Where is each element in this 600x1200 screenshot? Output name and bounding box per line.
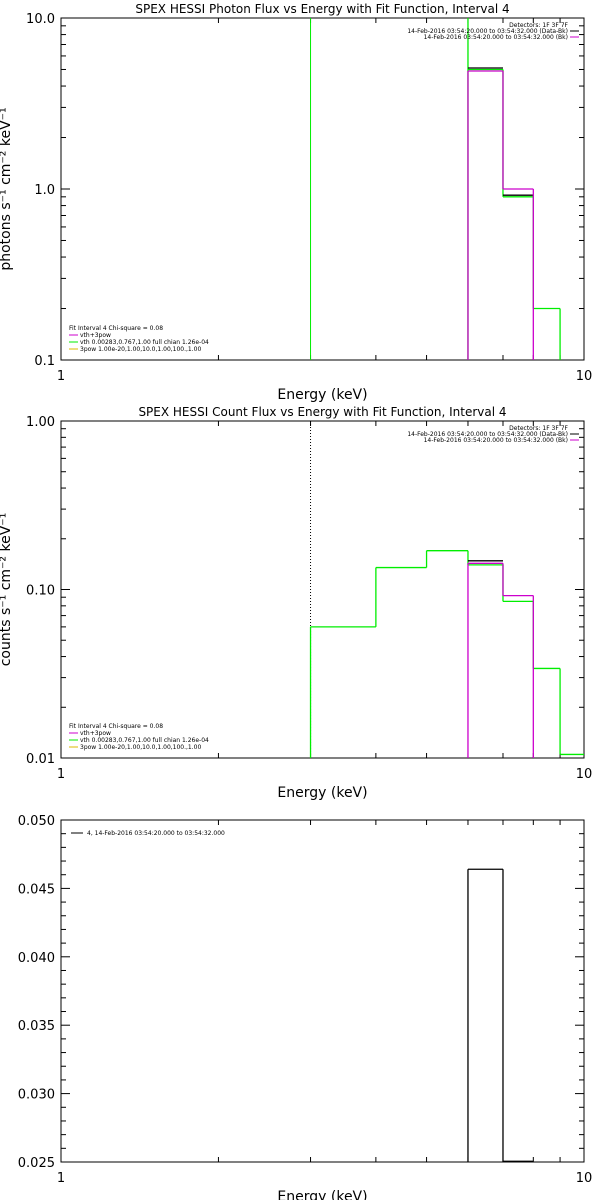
chart-title: SPEX HESSI Photon Flux vs Energy with Fi… <box>135 2 509 16</box>
legend-entry: 3pow 1.00e-20,1.00,10.0,1.00,100.,1.00 <box>80 744 201 751</box>
x-tick-label: 10 <box>576 767 593 782</box>
series-bk <box>467 562 534 758</box>
series-fit <box>309 550 584 758</box>
legend-entry: 3pow 1.00e-20,1.00,10.0,1.00,100.,1.00 <box>80 346 201 353</box>
y-tick-label: 0.050 <box>18 814 55 829</box>
chart-panel-1: 1 10 10.0 1.0 0.1 SPEX HESSI Photon Flux vs E… <box>0 2 592 403</box>
legend-entry: vth 0.00283,0.767,1.00 full chian 1.26e-… <box>80 339 209 346</box>
series-4-14-feb-2016-03-54-20-0 <box>467 868 534 1162</box>
legend-entry: 4, 14-Feb-2016 03:54:20.000 to 03:54:32.… <box>87 830 225 837</box>
legend-entry: 14-Feb-2016 03:54:20.000 to 03:54:32.000… <box>407 28 568 35</box>
y-tick-label: 0.035 <box>18 1019 55 1034</box>
y-tick-label: 1.0 <box>34 183 55 198</box>
legend-entry: Detectors: 1F 3F 7F <box>509 22 568 29</box>
y-tick-label: 0.10 <box>26 584 55 599</box>
series-data-bk <box>467 67 534 196</box>
legend-entry: Fit Interval 4 Chi-square = 0.08 <box>69 325 163 332</box>
y-tick-label: 1.00 <box>26 415 55 430</box>
y-tick-label: 0.01 <box>26 752 55 767</box>
legend-entry: vth+3pow <box>80 730 111 737</box>
x-tick-label: 1 <box>57 369 65 384</box>
legend-entry: 14-Feb-2016 03:54:20.000 to 03:54:32.000… <box>424 437 568 444</box>
y-axis-label: photons s⁻¹ cm⁻² keV⁻¹ <box>0 107 14 270</box>
y-axis-label: counts s⁻¹ cm⁻² keV⁻¹ <box>0 513 14 667</box>
y-tick-label: 0.030 <box>18 1088 55 1103</box>
plot-frame <box>60 819 585 1163</box>
x-axis-label: Energy (keV) <box>277 785 367 801</box>
x-tick-label: 10 <box>576 369 593 384</box>
chart-panel-3: 1 10 0.050 0.045 0.040 0.035 0.030 0.025 Energy … <box>18 814 592 1200</box>
legend-entry: vth+3pow <box>80 332 111 339</box>
chart-panel-2: 1 10 1.00 0.10 0.01 SPEX HESSI Count Flux vs … <box>0 405 592 801</box>
x-tick-label: 1 <box>57 1171 65 1186</box>
legend-entry: Fit Interval 4 Chi-square = 0.08 <box>69 723 163 730</box>
legend-entry: Detectors: 1F 3F 7F <box>509 425 568 432</box>
y-tick-label: 0.045 <box>18 882 55 897</box>
y-tick-label: 0.025 <box>18 1156 55 1171</box>
legend-entry: 14-Feb-2016 03:54:20.000 to 03:54:32.000… <box>424 34 568 41</box>
y-tick-label: 0.1 <box>34 354 55 369</box>
x-tick-label: 10 <box>576 1171 593 1186</box>
chart-title: SPEX HESSI Count Flux vs Energy with Fit… <box>138 405 506 419</box>
plot-frame <box>60 420 585 759</box>
x-axis-label: Energy (keV) <box>277 1189 367 1200</box>
x-axis-label: Energy (keV) <box>277 387 367 403</box>
legend-entry: vth 0.00283,0.767,1.00 full chian 1.26e-… <box>80 737 209 744</box>
x-tick-label: 1 <box>57 767 65 782</box>
y-tick-label: 0.040 <box>18 951 55 966</box>
y-tick-label: 10.0 <box>26 12 55 27</box>
legend-entry: 14-Feb-2016 03:54:20.000 to 03:54:32.000… <box>407 431 568 438</box>
series-bk <box>467 70 534 360</box>
